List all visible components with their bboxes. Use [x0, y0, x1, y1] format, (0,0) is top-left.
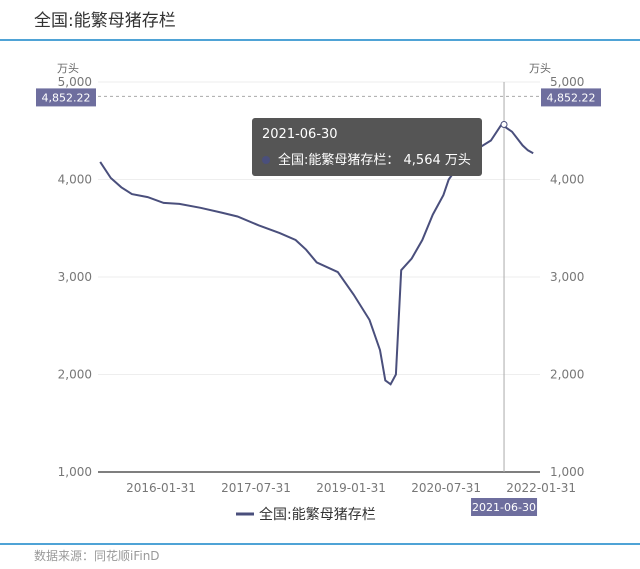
x-tick-label: 2019-01-31 — [316, 481, 386, 495]
y-tick-label-right: 5,000 — [550, 75, 584, 89]
legend-label[interactable]: 全国:能繁母猪存栏 — [259, 506, 376, 523]
y-tick-label-right: 3,000 — [550, 270, 584, 284]
y-tick-label-left: 2,000 — [58, 368, 92, 382]
y-tick-label-right: 1,000 — [550, 465, 584, 479]
x-tick-label: 2020-07-31 — [411, 481, 481, 495]
y-tick-label-left: 1,000 — [58, 465, 92, 479]
tooltip: 2021-06-30 全国:能繁母猪存栏： 4,564 万头 — [252, 118, 482, 176]
line-chart: 万头 万头 1,000 1,000 2,000 2,000 3,000 3,000 4,00… — [36, 62, 601, 523]
data-source: 数据来源：同花顺iFinD — [34, 549, 160, 563]
y-tick-label-right: 4,000 — [550, 173, 584, 187]
crosshair-x-label: 2021-06-30 — [471, 498, 538, 516]
tooltip-series-dot — [262, 156, 270, 164]
crosshair-y-label-right: 4,852.22 — [541, 88, 601, 107]
page-title: 全国:能繁母猪存栏 — [34, 11, 176, 31]
svg-text:2021-06-30: 2021-06-30 — [472, 501, 536, 514]
svg-text:4,852.22: 4,852.22 — [42, 91, 91, 104]
header-divider — [0, 39, 640, 41]
footer-divider — [0, 543, 640, 545]
y-tick-label-left: 5,000 — [58, 75, 92, 89]
y-tick-label-left: 3,000 — [58, 270, 92, 284]
y-axis-right-unit: 万头 — [529, 62, 551, 75]
tooltip-date: 2021-06-30 — [262, 127, 338, 142]
x-tick-label: 2022-01-31 — [506, 481, 576, 495]
crosshair-y-label-left: 4,852.22 — [36, 88, 96, 107]
y-tick-label-left: 4,000 — [58, 173, 92, 187]
x-tick-label: 2017-07-31 — [221, 481, 291, 495]
y-tick-label-right: 2,000 — [550, 368, 584, 382]
x-tick-label: 2016-01-31 — [126, 481, 196, 495]
y-axis-left-unit: 万头 — [57, 62, 79, 75]
tooltip-series: 全国:能繁母猪存栏： — [278, 153, 400, 168]
tooltip-value: 4,564 万头 — [403, 153, 471, 168]
hover-point — [500, 121, 508, 129]
svg-text:4,852.22: 4,852.22 — [547, 91, 596, 104]
